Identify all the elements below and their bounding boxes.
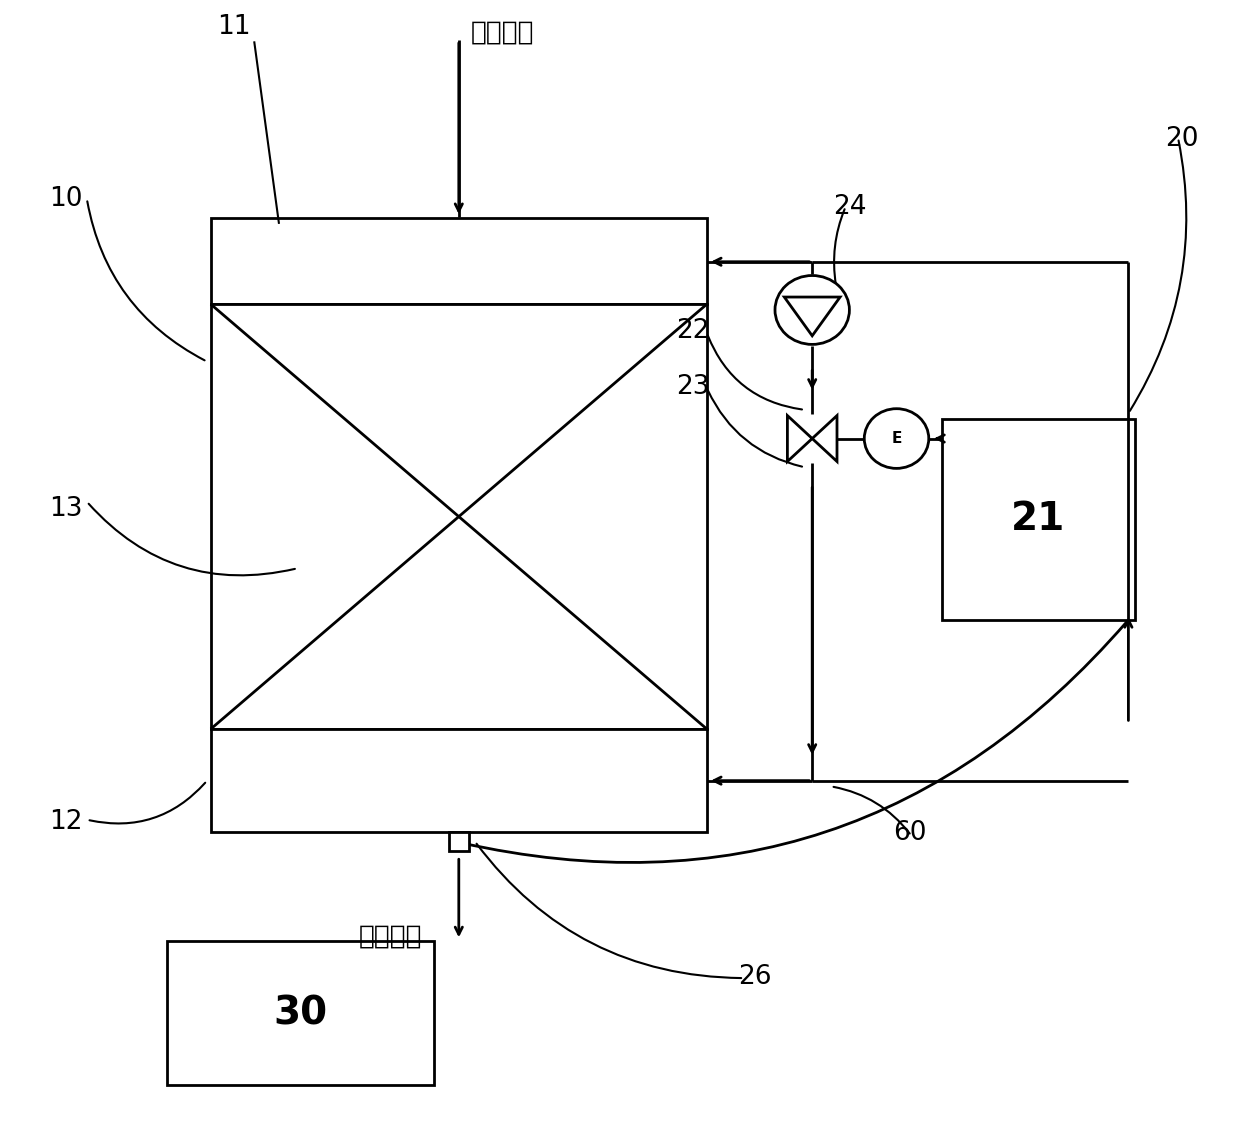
Text: 20: 20 <box>1166 125 1199 152</box>
Bar <box>167 941 434 1085</box>
Bar <box>211 218 707 304</box>
Bar <box>449 832 469 851</box>
Text: 12: 12 <box>50 808 83 835</box>
Bar <box>211 729 707 832</box>
Text: 11: 11 <box>217 14 250 40</box>
Circle shape <box>864 409 929 468</box>
Polygon shape <box>787 416 812 461</box>
Text: 10: 10 <box>50 186 83 212</box>
Text: 30: 30 <box>274 994 327 1032</box>
Text: 60: 60 <box>893 820 926 846</box>
Text: 锅炉烟气: 锅炉烟气 <box>470 20 534 46</box>
Polygon shape <box>785 297 841 335</box>
Bar <box>211 304 707 729</box>
Text: 24: 24 <box>833 194 867 220</box>
Text: E: E <box>892 430 901 447</box>
Text: 21: 21 <box>1012 501 1065 538</box>
Text: 26: 26 <box>738 963 771 990</box>
Circle shape <box>775 276 849 344</box>
Text: 锅炉烟气: 锅炉烟气 <box>358 923 423 949</box>
Text: 23: 23 <box>676 373 709 400</box>
Text: 22: 22 <box>676 318 709 344</box>
Text: 13: 13 <box>50 496 83 522</box>
Polygon shape <box>812 416 837 461</box>
Bar <box>942 419 1135 620</box>
